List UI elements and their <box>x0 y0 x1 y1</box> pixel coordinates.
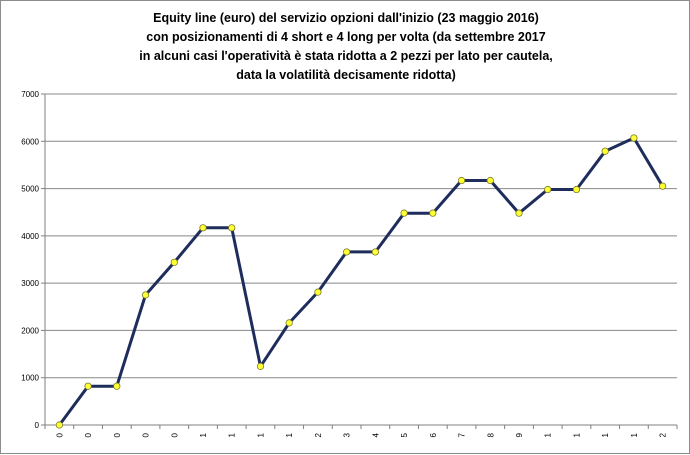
x-tick-label: 1 <box>199 432 208 437</box>
x-tick-label: 3 <box>343 432 352 437</box>
data-point <box>630 134 638 142</box>
data-point <box>314 288 322 296</box>
x-tick-label: 7 <box>458 432 467 437</box>
data-point <box>400 209 408 217</box>
x-tick-label: 4 <box>371 432 380 437</box>
data-point <box>371 248 379 256</box>
x-tick-label: 8 <box>486 432 495 437</box>
y-tick-label: 6000 <box>21 137 39 146</box>
chart-title-line: data la volatilità decisamente ridotta) <box>236 68 456 82</box>
y-tick-label: 4000 <box>21 232 39 241</box>
data-point <box>572 185 581 194</box>
x-tick-label: 1 <box>285 432 294 437</box>
x-tick-label: 0 <box>170 432 179 437</box>
x-tick-label: 2 <box>659 432 668 437</box>
x-tick-label: 9 <box>515 432 524 437</box>
x-tick-label: 1 <box>544 432 553 437</box>
x-tick-label: 2 <box>314 432 323 437</box>
data-point <box>199 224 207 232</box>
data-point <box>659 182 667 190</box>
x-tick-label: 6 <box>429 432 438 437</box>
x-tick-label: 1 <box>228 432 237 437</box>
x-tick-label: 0 <box>55 432 64 437</box>
y-tick-label: 1000 <box>21 374 39 383</box>
x-tick-label: 1 <box>630 432 639 437</box>
series-equity-line <box>57 136 665 427</box>
data-point <box>141 291 150 299</box>
chart-title-line: in alcuni casi l'operatività è stata rid… <box>139 49 553 63</box>
data-point <box>544 185 552 194</box>
y-tick-labels: 0 1000 2000 3000 4000 5000 6000 7000 <box>21 90 39 430</box>
data-point <box>601 147 609 155</box>
chart-title-line: Equity line (euro) del servizio opzioni … <box>153 11 539 25</box>
data-point <box>84 382 92 390</box>
x-tick-label: 1 <box>572 432 581 437</box>
data-point <box>113 382 121 390</box>
x-tick-label: 5 <box>400 432 409 437</box>
data-markers <box>55 134 667 429</box>
data-point <box>55 421 63 429</box>
data-point <box>228 224 236 232</box>
y-tick-label: 2000 <box>21 326 39 335</box>
x-tick-label: 1 <box>601 432 610 437</box>
x-tick-labels: 0 0 0 0 0 1 1 1 1 2 3 4 5 6 7 8 9 1 1 1 1 2 <box>55 432 667 437</box>
chart-title-line: con posizionamenti di 4 short e 4 long p… <box>146 30 546 44</box>
data-point <box>170 258 178 266</box>
x-tick-label: 1 <box>256 432 265 437</box>
gridlines <box>45 93 677 379</box>
y-tick-label: 5000 <box>21 185 39 194</box>
y-tick-label: 7000 <box>21 90 39 99</box>
x-tick-label: 0 <box>142 432 151 437</box>
axes <box>41 93 678 429</box>
data-point <box>457 176 466 185</box>
x-tick-label: 0 <box>84 432 93 437</box>
data-point <box>256 362 265 370</box>
series-line <box>57 136 665 427</box>
data-point <box>515 209 523 217</box>
chart-title: Equity line (euro) del servizio opzioni … <box>1 9 690 85</box>
y-tick-label: 3000 <box>21 279 39 288</box>
x-tick-label: 0 <box>113 432 122 437</box>
data-point <box>429 209 437 217</box>
data-point <box>343 248 351 256</box>
data-point <box>285 319 293 327</box>
y-tick-label: 0 <box>35 421 40 430</box>
data-point <box>486 176 494 185</box>
